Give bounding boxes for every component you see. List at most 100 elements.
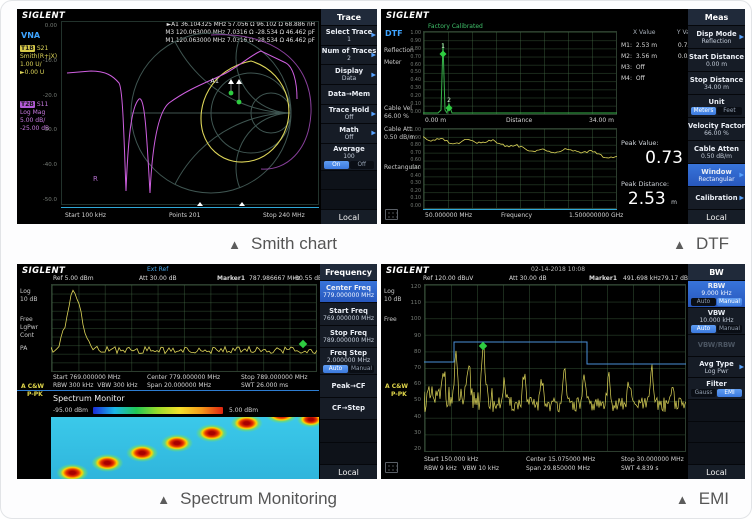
trace-tags: A C&W P-PK	[21, 383, 44, 398]
menu-item-avg-type[interactable]: Avg Type Log Pwr ▶	[688, 356, 745, 378]
spectrum-monitor-title: Spectrum Monitor	[53, 394, 125, 403]
y-tick-label: 0.60	[410, 158, 421, 164]
dtf-loss-grid	[423, 128, 617, 209]
menu-item-label: Trace Hold	[328, 106, 370, 115]
axis-start-label: Start 100 kHz	[65, 212, 107, 219]
toggle-manual[interactable]: Manual	[717, 325, 742, 333]
menu-item-value: Rectangular	[698, 175, 735, 183]
menu-item-stop-freq[interactable]: Stop Freq 789.000000 MHz	[320, 325, 377, 348]
menu-item-cable-atten[interactable]: Cable Atten 0.50 dB/m	[688, 141, 745, 163]
toggle-gauss[interactable]: Gauss	[691, 389, 716, 398]
menu-item-stop-distance[interactable]: Stop Distance 34.00 m	[688, 72, 745, 94]
vbw-value: VBW 300 kHz	[97, 382, 138, 389]
marker-amplitude: -80.55 dBm	[293, 275, 329, 282]
caption-emi: ▲ EMI	[381, 479, 745, 518]
menu-item-window[interactable]: Window Rectangular ▶	[688, 164, 745, 186]
menu-item-disp-mode[interactable]: Disp Mode Reflection ▶	[688, 26, 745, 48]
toggle-manual[interactable]: Manual	[717, 298, 742, 306]
y-tick-label: 0.40	[410, 173, 421, 179]
y-tick-label: 80	[414, 348, 421, 355]
menu-item-unit[interactable]: Unit Meters Feet	[688, 95, 745, 117]
toggle-feet[interactable]: Feet	[717, 106, 742, 115]
menu-title: Frequency	[320, 264, 377, 280]
y-axis-ticks: 1.00 0.90 0.80 0.70 0.60 0.50 0.40 0.30 0.20 0.10…	[405, 31, 421, 115]
menu-item-filter[interactable]: Filter Gauss EMI	[688, 378, 745, 400]
local-button[interactable]: Local	[320, 465, 377, 479]
menu-item-display[interactable]: Display Data ▶	[321, 65, 377, 84]
brand-logo: SIGLENT	[22, 11, 66, 21]
menu-item-calibration[interactable]: Calibration ▶	[688, 187, 745, 209]
menu-item-vbw-rbw[interactable]: VBW/RBW	[688, 335, 745, 356]
trace2-scale: 5.00 dB/	[20, 117, 46, 124]
trace2-info: T2B S11 Log Mag 5.00 dB/ -25.00 dB	[20, 101, 49, 132]
menu-item-toggle: On Off	[324, 160, 374, 169]
menu-item-cf-step[interactable]: CF→Step	[320, 397, 377, 420]
toggle-on[interactable]: On	[324, 160, 349, 169]
toggle-manual[interactable]: Manual	[349, 365, 374, 374]
menu-item-value: 789.000000 MHz	[323, 337, 375, 345]
toggle-auto[interactable]: Auto	[691, 325, 716, 333]
y-tick-label: 20	[414, 445, 421, 452]
menu-item-center-freq[interactable]: Center Freq 779.000000 MHz	[320, 281, 377, 303]
y-tick-label: 0.50	[410, 165, 421, 171]
marker-2-diamond	[445, 104, 453, 112]
trace-detector: P-PK	[391, 391, 407, 398]
local-button[interactable]: Local	[688, 210, 745, 224]
marker-row: M4: Off	[621, 75, 699, 82]
attenuation: Att 30.00 dB	[139, 275, 177, 282]
menu-item-average[interactable]: Average 100 On Off	[321, 143, 377, 170]
chart1-x-stop: 34.00 m	[589, 117, 614, 124]
marker-amplitude: 79.17 dBuV	[661, 275, 696, 282]
caption-smith-chart: ▲ Smith chart	[17, 224, 377, 264]
marker-line: ►A1 36.104325 MHz 57.056 Ω 96.102 Ω 68.8…	[166, 22, 315, 28]
y-tick-label: 0.20	[410, 94, 421, 100]
softkey-menu: Meas Disp Mode Reflection ▶ Start Distance 0.…	[688, 9, 745, 224]
toggle-meters[interactable]: Meters	[691, 106, 716, 115]
y-tick-label: 0.60	[410, 62, 421, 68]
scale-type: Log	[20, 288, 31, 295]
marker-name: M4:	[621, 75, 633, 82]
keypad-icon[interactable]	[385, 209, 398, 220]
trace2-tag-row: T2B S11	[20, 101, 49, 108]
trace1-scale: 1.00 U/	[20, 61, 42, 68]
footer-center: Center 779.000000 MHz	[147, 374, 221, 381]
menu-item-start-distance[interactable]: Start Distance 0.00 m	[688, 49, 745, 71]
marker-diamond	[478, 341, 488, 351]
keypad-icon[interactable]	[385, 462, 398, 473]
menu-item-peak-cf[interactable]: Peak→CF	[320, 375, 377, 397]
peak-value-label: Peak Value:	[621, 139, 659, 147]
chart2-x-stop: 1.500000000 GHz	[569, 212, 624, 219]
menu-item-num-of-traces[interactable]: Num of Traces 2 ▶	[321, 45, 377, 65]
marker-name: M1:	[621, 42, 633, 49]
toggle-auto[interactable]: Auto	[323, 365, 348, 374]
marker-name: Marker1	[589, 275, 618, 282]
scale-min-label: -95.00 dBm	[53, 407, 89, 414]
menu-blank	[688, 400, 745, 421]
toggle-off[interactable]: Off	[349, 160, 374, 169]
chart2-x-start: 50.000000 MHz	[425, 212, 473, 219]
menu-item-value: 9.000 kHz	[701, 290, 732, 297]
menu-item-freq-step[interactable]: Freq Step 2.000000 MHz Auto Manual	[320, 348, 377, 375]
cable-att-value: 0.50 dB/m	[384, 134, 416, 141]
local-button[interactable]: Local	[688, 465, 745, 479]
footer-start: Start 769.000000 MHz	[53, 374, 121, 381]
menu-item-velocity-factor[interactable]: Velocity Factor 66.00 %	[688, 118, 745, 140]
local-button[interactable]: Local	[321, 210, 377, 224]
marker-line: M3 120.063000 MHz 7.0316 Ω -28.534 Ω 46.…	[165, 30, 315, 36]
sweep-axis-line	[61, 207, 319, 208]
y-tick-label: 0.00	[44, 23, 57, 29]
menu-item-start-freq[interactable]: Start Freq 769.000000 MHz	[320, 303, 377, 325]
toggle-auto[interactable]: Auto	[691, 298, 716, 306]
marker-name: M3:	[621, 64, 633, 71]
menu-item-value: 66.00 %	[704, 129, 729, 137]
menu-item-select-trace[interactable]: Select Trace 1 ▶	[321, 26, 377, 45]
toggle-emi[interactable]: EMI	[717, 389, 742, 398]
trigger-free: Free	[20, 316, 33, 323]
menu-item-rbw[interactable]: RBW 9.000 kHz Auto Manual	[688, 281, 745, 307]
panel-smith-chart: SIGLENT VNA T1B S21 Smith(R+jX) 1.00 U/ …	[17, 9, 377, 224]
menu-blank	[320, 442, 377, 464]
menu-item-math[interactable]: Math Off ▶	[321, 124, 377, 143]
menu-item-data-mem[interactable]: Data→Mem	[321, 84, 377, 104]
menu-item-trace-hold[interactable]: Trace Hold Off ▶	[321, 104, 377, 124]
menu-item-vbw[interactable]: VBW 10.000 kHz Auto Manual	[688, 308, 745, 334]
